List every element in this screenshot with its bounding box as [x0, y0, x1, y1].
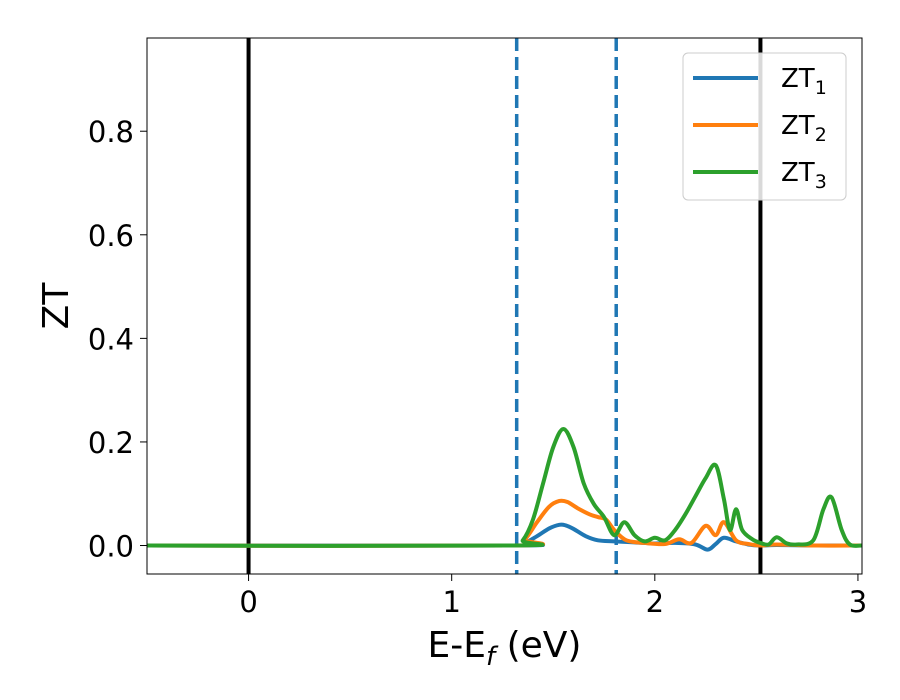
legend-label-1: ZT1 [781, 64, 827, 99]
x-axis-label-unit: (eV) [495, 625, 581, 666]
axes-frame [146, 37, 863, 575]
x-tick-label: 2 [646, 585, 664, 619]
series-line-2 [147, 498, 862, 548]
y-tick-label: 0.2 [88, 426, 134, 460]
y-tick-label: 0.8 [88, 115, 134, 149]
legend-label-3: ZT3 [781, 158, 827, 193]
y-tick-label: 0.6 [88, 219, 134, 253]
y-axis-label: ZT [36, 282, 77, 330]
series-lines [147, 426, 862, 552]
series-line-3 [147, 426, 862, 548]
y-tick-label: 0.0 [88, 530, 134, 564]
legend-box [682, 52, 847, 201]
x-axis-label-main: E-E [428, 625, 486, 666]
x-tick-label: 3 [849, 585, 867, 619]
x-tick-label: 1 [442, 585, 460, 619]
y-tick-label: 0.4 [88, 322, 134, 356]
x-axis-label: E-Ef (eV) [428, 625, 582, 672]
legend: ZT1 ZT2 ZT3 [682, 52, 847, 201]
legend-label-2: ZT2 [781, 111, 827, 146]
y-axis-ticks: 0.0 0.2 0.4 0.6 0.8 [88, 115, 147, 564]
x-tick-label: 0 [239, 585, 257, 619]
x-axis-ticks: 0 1 2 3 [239, 574, 867, 619]
